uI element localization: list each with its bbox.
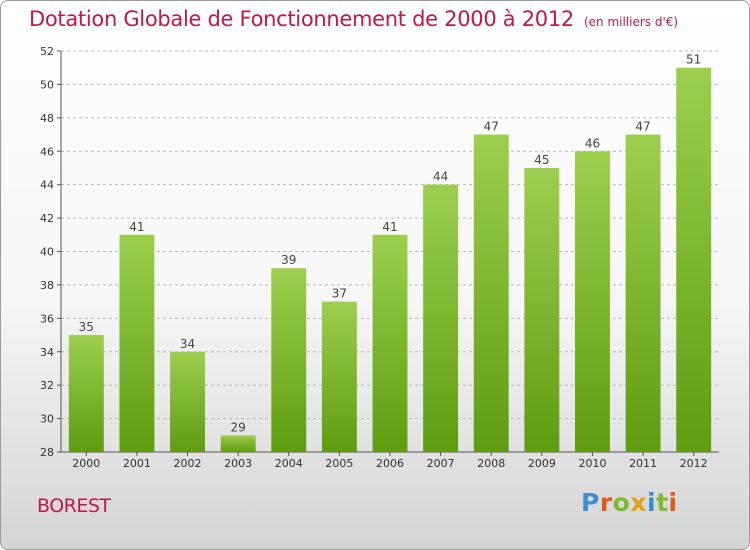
x-tick-label: 2012: [680, 457, 708, 470]
data-label: 41: [382, 220, 397, 234]
y-tick-label: 32: [40, 379, 54, 392]
data-label: 37: [332, 287, 347, 301]
logo-letter: i: [668, 488, 678, 517]
proxiti-logo[interactable]: Proxiti: [581, 488, 678, 517]
y-tick-label: 42: [40, 212, 54, 225]
location-name: BOREST: [37, 495, 111, 517]
logo-letter: r: [599, 488, 613, 517]
data-label: 51: [686, 53, 701, 67]
logo-letter: x: [630, 488, 647, 517]
bar-2010: [574, 151, 610, 452]
x-tick-label: 2007: [427, 457, 455, 470]
y-tick-label: 48: [40, 112, 54, 125]
y-tick-label: 28: [40, 446, 54, 459]
x-tick-label: 2008: [477, 457, 505, 470]
y-tick-label: 30: [40, 413, 54, 426]
x-tick-label: 2010: [578, 457, 606, 470]
logo-letter: o: [612, 488, 631, 517]
y-tick-label: 52: [40, 45, 54, 58]
y-tick-label: 46: [40, 145, 54, 158]
bars: [68, 67, 712, 453]
bar-2006: [372, 234, 408, 452]
bar-2009: [524, 167, 560, 453]
logo-letter: i: [647, 488, 657, 517]
x-tick-label: 2005: [325, 457, 353, 470]
x-tick-label: 2009: [528, 457, 556, 470]
logo-letter: P: [581, 488, 600, 517]
data-label: 46: [585, 136, 600, 150]
data-label: 34: [180, 337, 195, 351]
data-label: 35: [79, 320, 94, 334]
data-label: 45: [534, 153, 549, 167]
bar-2008: [473, 134, 509, 452]
x-tick-label: 2003: [224, 457, 252, 470]
bar-2003: [220, 435, 256, 452]
bar-2001: [119, 234, 155, 452]
x-tick-label: 2006: [376, 457, 404, 470]
x-tick-label: 2004: [275, 457, 303, 470]
data-label: 47: [635, 120, 650, 134]
y-tick-label: 34: [40, 346, 54, 359]
data-label: 44: [433, 170, 448, 184]
bar-2012: [676, 67, 712, 452]
logo-letter: t: [656, 488, 669, 517]
data-label: 47: [484, 120, 499, 134]
chart-title: Dotation Globale de Fonctionnement de 20…: [29, 7, 678, 31]
bar-2002: [170, 351, 206, 452]
x-tick-label: 2002: [174, 457, 202, 470]
y-tick-label: 40: [40, 246, 54, 259]
chart-subtitle: (en milliers d'€): [583, 15, 679, 29]
data-label: 41: [129, 220, 144, 234]
data-label: 29: [231, 420, 246, 434]
x-tick-label: 2011: [629, 457, 657, 470]
y-tick-label: 50: [40, 78, 54, 91]
y-tick-label: 38: [40, 279, 54, 292]
x-tick-label: 2001: [123, 457, 151, 470]
bar-2000: [68, 335, 104, 452]
bar-2005: [321, 301, 357, 452]
data-labels: 35 41 34 29 39 37 41 44 47 45 46 47 51: [79, 53, 702, 435]
y-tick-label: 44: [40, 179, 54, 192]
bar-2004: [271, 268, 307, 452]
bar-2007: [423, 184, 459, 452]
data-label: 39: [281, 253, 296, 267]
x-tick-label: 2000: [72, 457, 100, 470]
y-tick-label: 36: [40, 312, 54, 325]
chart-title-text: Dotation Globale de Fonctionnement de 20…: [29, 7, 574, 31]
bar-2011: [625, 134, 661, 452]
